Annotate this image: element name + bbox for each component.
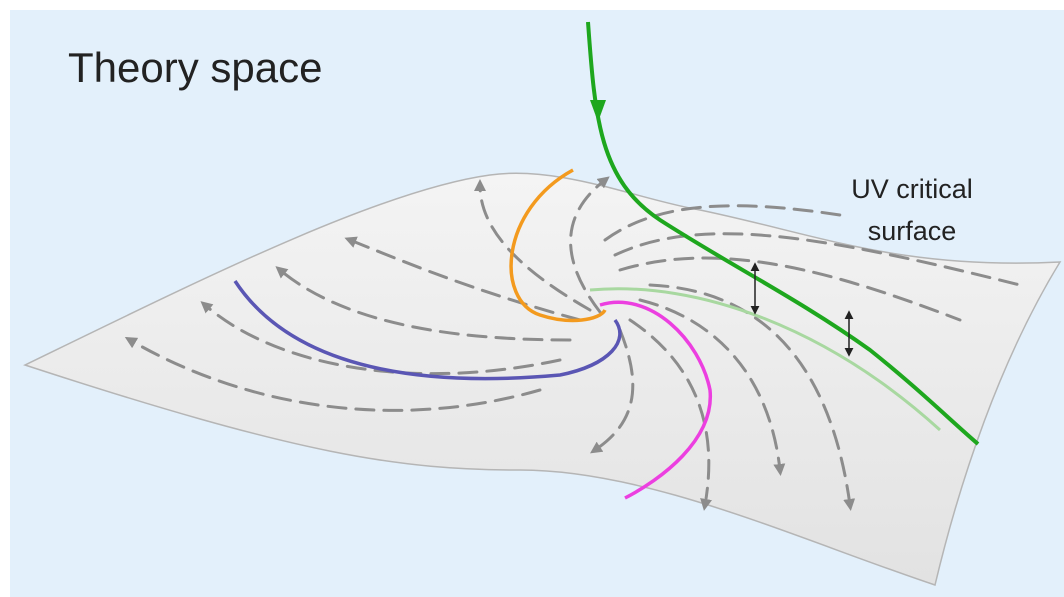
flow-line [628,318,712,511]
blue-trajectory [233,280,622,381]
green-trajectory [586,21,980,446]
surface-label: UV critical [851,174,973,204]
flow-line [603,204,842,242]
flow-line [613,232,1022,287]
orange-trajectory [509,168,607,323]
flow-line [618,256,962,322]
magenta-trajectory [599,300,712,500]
title: Theory space [68,44,322,91]
flow-line [200,301,562,376]
flow-line [124,336,542,412]
flow-line [344,236,582,322]
projected-trajectory [589,287,942,432]
flow-lines [124,176,1022,511]
surface-label: surface [868,216,957,246]
flow-line [590,328,635,454]
flow-line [275,266,572,342]
flow-line [638,298,786,476]
green-arrowhead [590,100,606,122]
flow-line [648,283,856,511]
flow-line [474,179,592,312]
